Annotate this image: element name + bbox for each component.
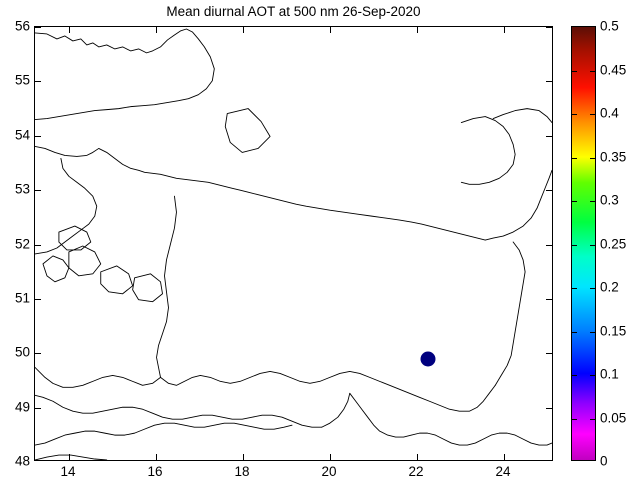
xtick-16: [156, 454, 158, 460]
colorbar-tick-0.1: [590, 375, 595, 377]
colorbar-tick-0.25: [572, 244, 577, 246]
colorbar-label-0.2: 0.2: [600, 279, 619, 295]
colorbar-label-0.45: 0.45: [600, 62, 627, 77]
xtick-top-14: [69, 27, 71, 33]
xtick-top-22: [417, 27, 419, 33]
ytick-53: [35, 190, 41, 192]
colorbar-tick-0.15: [590, 331, 595, 333]
ytick-50: [35, 353, 41, 355]
ytick-right-54: [546, 136, 552, 138]
xtick-top-20: [330, 27, 332, 33]
xtick-14: [69, 454, 71, 460]
colorbar-tick-0.3: [572, 201, 577, 203]
ytick-label-48: 48: [14, 453, 30, 469]
colorbar-tick-0.35: [590, 157, 595, 159]
ytick-right-51: [546, 299, 552, 301]
colorbar-label-0.5: 0.5: [600, 18, 619, 34]
colorbar-gradient: [572, 27, 595, 460]
colorbar-tick-0.35: [572, 157, 577, 159]
colorbar-tick-0.1: [572, 375, 577, 377]
ytick-52: [35, 245, 41, 247]
xtick-top-16: [156, 27, 158, 33]
ytick-label-50: 50: [14, 344, 30, 360]
ytick-right-56: [546, 27, 552, 29]
ytick-51: [35, 299, 41, 301]
colorbar-tick-0.15: [572, 331, 577, 333]
ytick-label-53: 53: [14, 181, 30, 197]
ytick-label-51: 51: [14, 290, 30, 306]
xtick-label-24: 24: [495, 464, 511, 479]
colorbar-label-0: 0: [600, 453, 608, 469]
colorbar-label-0.3: 0.3: [600, 192, 619, 208]
xtick-label-20: 20: [321, 464, 337, 479]
colorbar-label-0.25: 0.25: [600, 236, 627, 251]
ytick-54: [35, 136, 41, 138]
map-coastline-and-borders: [35, 28, 552, 460]
colorbar-tick-0.05: [572, 418, 577, 420]
ytick-label-49: 49: [14, 399, 30, 415]
colorbar-label-0.15: 0.15: [600, 323, 627, 338]
ytick-label-55: 55: [14, 72, 30, 88]
colorbar-tick-0.2: [572, 288, 577, 290]
ytick-right-52: [546, 245, 552, 247]
xtick-top-18: [243, 27, 245, 33]
ytick-56: [35, 27, 41, 29]
colorbar-tick-0.4: [572, 114, 577, 116]
xtick-18: [243, 454, 245, 460]
ytick-right-53: [546, 190, 552, 192]
xtick-24: [504, 454, 506, 460]
ytick-label-54: 54: [14, 127, 30, 143]
colorbar[interactable]: [571, 26, 596, 461]
ytick-49: [35, 408, 41, 410]
colorbar-tick-0.45: [590, 70, 595, 72]
xtick-label-22: 22: [408, 464, 424, 479]
xtick-22: [417, 454, 419, 460]
xtick-20: [330, 454, 332, 460]
xtick-top-24: [504, 27, 506, 33]
colorbar-tick-0.45: [572, 70, 577, 72]
map-plot-area[interactable]: [34, 26, 553, 461]
xtick-label-14: 14: [60, 464, 76, 479]
ytick-55: [35, 81, 41, 83]
ytick-label-52: 52: [14, 236, 30, 252]
colorbar-tick-0.05: [590, 418, 595, 420]
colorbar-tick-0.25: [590, 244, 595, 246]
xtick-label-18: 18: [234, 464, 250, 479]
xtick-label-16: 16: [147, 464, 163, 479]
page-title: Mean diurnal AOT at 500 nm 26-Sep-2020: [166, 4, 421, 19]
colorbar-label-0.05: 0.05: [600, 410, 627, 425]
colorbar-tick-0.4: [590, 114, 595, 116]
colorbar-tick-0.3: [590, 201, 595, 203]
colorbar-label-0.4: 0.4: [600, 105, 619, 121]
data-point-station-krakow[interactable]: [420, 351, 436, 367]
ytick-right-55: [546, 81, 552, 83]
ytick-right-50: [546, 353, 552, 355]
colorbar-label-0.1: 0.1: [600, 366, 619, 382]
colorbar-tick-0.2: [590, 288, 595, 290]
ytick-right-49: [546, 408, 552, 410]
colorbar-label-0.35: 0.35: [600, 149, 627, 164]
ytick-label-56: 56: [14, 18, 30, 34]
